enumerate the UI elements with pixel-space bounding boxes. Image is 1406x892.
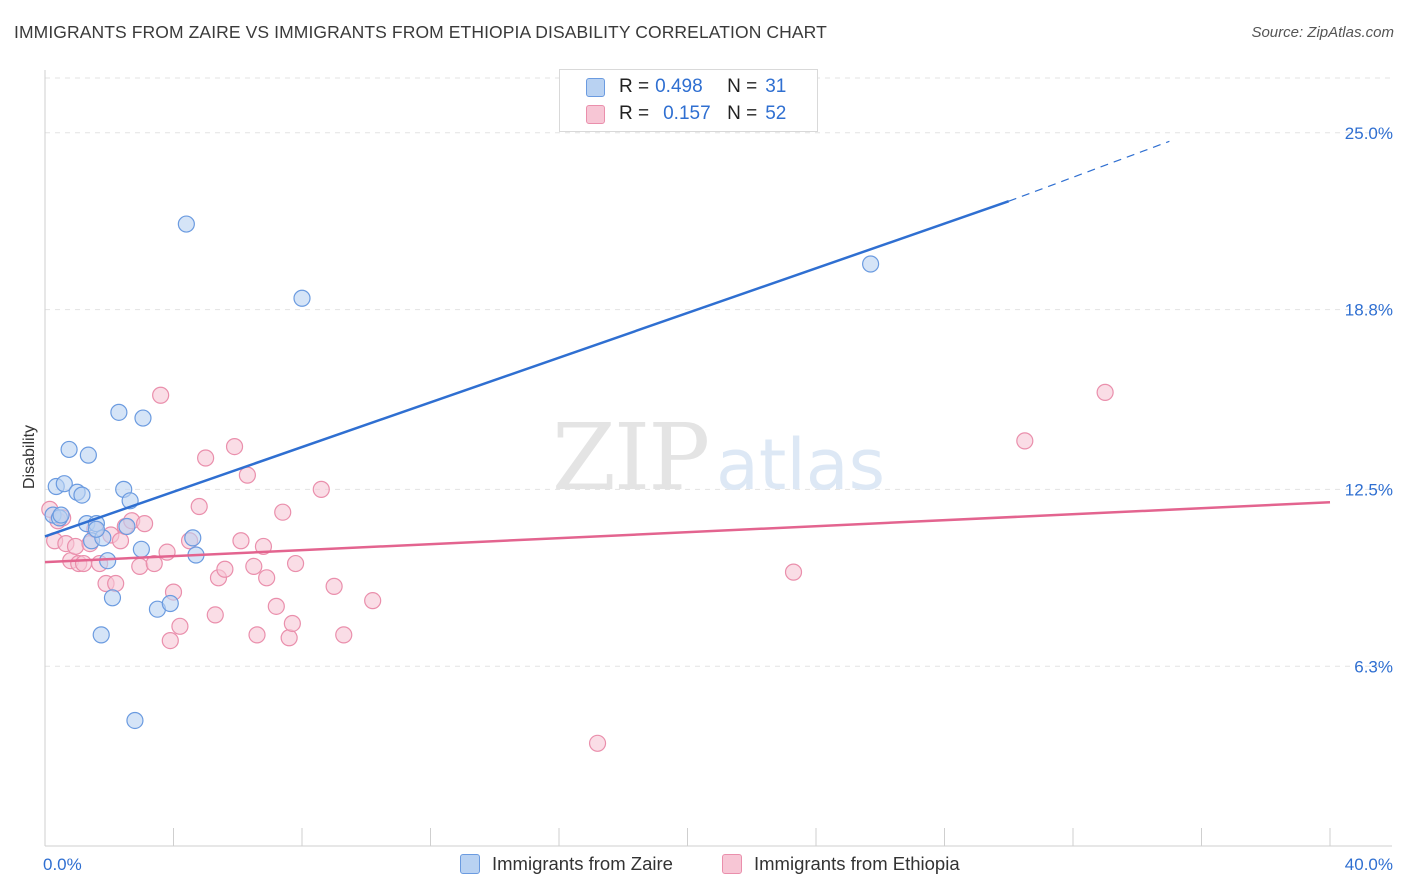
- tick-labels: 6.3% 12.5% 18.8% 25.0% 0.0% 40.0%: [43, 124, 1393, 874]
- x-tick-label: 0.0%: [43, 855, 82, 874]
- ethiopia-point: [280, 629, 298, 647]
- ethiopia-point: [588, 734, 607, 752]
- legend-swatch-zaire: [586, 77, 605, 97]
- zaire-point: [73, 486, 91, 504]
- zaire-point: [79, 446, 97, 464]
- ethiopia-point: [364, 592, 382, 610]
- zaire-point: [60, 440, 78, 459]
- ethiopia-point: [1016, 432, 1034, 450]
- ethiopia-point: [161, 631, 179, 650]
- ethiopia-point: [111, 532, 130, 550]
- watermark-atlas: atlas: [716, 424, 885, 506]
- legend-n-label: N =: [727, 103, 758, 124]
- zaire-points: [44, 215, 880, 730]
- ethiopia-point: [238, 466, 256, 484]
- ethiopia-point: [245, 557, 263, 576]
- bottom-legend-swatch-ethiopia: [722, 854, 742, 874]
- legend-row-zaire: R = 0.498 N = 31: [586, 75, 786, 99]
- zaire-point: [52, 506, 70, 524]
- legend-swatch-ethiopia: [586, 104, 605, 124]
- ethiopia-point: [107, 574, 125, 593]
- zaire-trend-extension: [1008, 140, 1170, 202]
- ethiopia-point: [232, 532, 250, 550]
- y-tick-label: 18.8%: [1345, 301, 1393, 320]
- ethiopia-point: [258, 569, 276, 587]
- ethiopia-point: [274, 503, 292, 521]
- ethiopia-point: [335, 626, 353, 644]
- watermark-zip: ZIP: [552, 404, 708, 511]
- zaire-point: [110, 403, 128, 421]
- ethiopia-point: [74, 554, 93, 573]
- ethiopia-point: [135, 515, 154, 533]
- ethiopia-point: [225, 437, 244, 456]
- ethiopia-point: [66, 537, 85, 556]
- legend-row-ethiopia: R = 0.157 N = 52: [586, 102, 786, 126]
- ethiopia-point: [325, 577, 343, 595]
- y-tick-label: 6.3%: [1354, 657, 1393, 676]
- ethiopia-point: [1096, 383, 1114, 401]
- ethiopia-point: [190, 497, 208, 516]
- ethiopia-trend-line: [44, 500, 1331, 564]
- zaire-point: [92, 626, 110, 644]
- ethiopia-point: [784, 563, 803, 581]
- zaire-point: [103, 589, 122, 607]
- legend-n-value: 52: [765, 103, 787, 124]
- chart-title: IMMIGRANTS FROM ZAIRE VS IMMIGRANTS FROM…: [14, 22, 827, 42]
- x-tick-label: 40.0%: [1345, 855, 1393, 874]
- ethiopia-point: [131, 557, 149, 576]
- bottom-legend-zaire[interactable]: Immigrants from Zaire: [460, 851, 673, 877]
- ethiopia-point: [171, 617, 189, 635]
- zaire-point: [132, 540, 150, 558]
- legend-n-value: 31: [765, 76, 787, 97]
- legend-r-label: R =: [619, 103, 650, 124]
- bottom-legend-swatch-zaire: [460, 854, 480, 874]
- axes: [44, 70, 1392, 847]
- stats-legend: R = 0.498 N = 31 R = 0.157 N = 52: [559, 69, 818, 132]
- y-tick-label: 25.0%: [1345, 124, 1393, 143]
- ethiopia-point: [254, 537, 273, 556]
- ethiopia-point: [197, 449, 215, 467]
- source-label: Source: ZipAtlas.com: [1251, 24, 1394, 41]
- ethiopia-point: [206, 606, 224, 624]
- bottom-legend-ethiopia[interactable]: Immigrants from Ethiopia: [722, 851, 960, 877]
- y-axis-label: Disability: [21, 425, 38, 489]
- zaire-point: [55, 475, 73, 493]
- ethiopia-point: [267, 597, 285, 615]
- zaire-point: [177, 215, 195, 233]
- legend-n-label: N =: [727, 76, 758, 97]
- zaire-point: [134, 409, 152, 427]
- zaire-trend-line: [44, 200, 1010, 538]
- ethiopia-point: [286, 554, 305, 573]
- zaire-point: [118, 517, 136, 536]
- zaire-point: [126, 711, 144, 730]
- ethiopia-point: [216, 560, 234, 578]
- ethiopia-point: [312, 480, 330, 498]
- ethiopia-point: [145, 554, 163, 573]
- bottom-legend-label-zaire: Immigrants from Zaire: [492, 853, 673, 874]
- zaire-point: [184, 529, 202, 547]
- trend-lines: [44, 140, 1331, 564]
- zaire-point: [161, 594, 179, 613]
- ethiopia-point: [152, 386, 170, 404]
- y-tick-label: 12.5%: [1345, 480, 1393, 499]
- legend-r-value: 0.157: [663, 103, 711, 124]
- zaire-point: [862, 255, 880, 273]
- legend-r-value: 0.498: [655, 76, 703, 97]
- zaire-point: [293, 289, 311, 307]
- ethiopia-point: [283, 614, 301, 633]
- gridlines: [45, 77, 1392, 667]
- watermark: ZIP atlas: [552, 404, 885, 511]
- ethiopia-point: [248, 626, 266, 644]
- bottom-legend-label-ethiopia: Immigrants from Ethiopia: [754, 853, 960, 874]
- zaire-point: [87, 520, 106, 538]
- legend-r-label: R =: [619, 76, 650, 97]
